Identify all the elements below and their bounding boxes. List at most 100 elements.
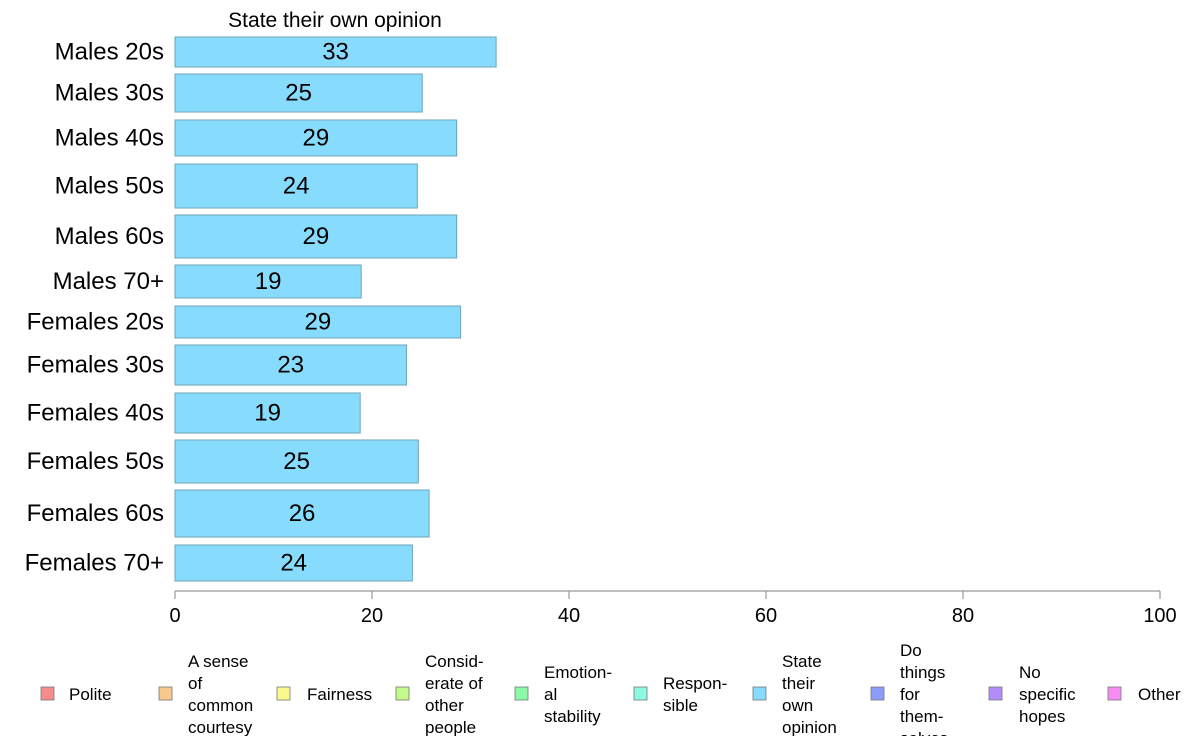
legend-label-line: courtesy xyxy=(188,718,253,736)
data-label: 33 xyxy=(322,39,349,66)
x-tick-label: 100 xyxy=(1143,605,1176,627)
legend-item: State their own opinion xyxy=(752,652,837,736)
bar xyxy=(174,264,362,299)
legend-item: Emotion-al stability xyxy=(514,663,612,726)
legend-label-line: Emotion- xyxy=(544,663,612,682)
legend-label: Other xyxy=(1138,685,1181,704)
data-label: 29 xyxy=(303,125,330,152)
category-label: Females 50s xyxy=(27,448,164,475)
legend-label-line: State xyxy=(782,652,822,671)
legend-label-line: sible xyxy=(663,696,698,715)
legend-swatch xyxy=(752,686,767,701)
legend-label-line: other xyxy=(425,696,464,715)
legend-label-line: specific xyxy=(1019,685,1076,704)
bar xyxy=(174,489,430,538)
legend-label-line: selves xyxy=(900,729,948,736)
bar xyxy=(174,73,423,113)
bar xyxy=(174,305,462,339)
bar xyxy=(174,344,407,386)
legend-label-line: Fairness xyxy=(307,685,372,704)
legend-label-line: Polite xyxy=(69,685,112,704)
category-label: Males 60s xyxy=(55,223,164,250)
data-label: 24 xyxy=(283,173,310,200)
x-axis: 0 20 40 60 80 100 xyxy=(169,590,1177,627)
bar xyxy=(174,392,361,434)
data-label: 24 xyxy=(280,550,307,577)
legend-label: A sense of common courtesy xyxy=(188,652,253,736)
legend-item: A sense of common courtesy xyxy=(158,652,253,736)
legend-item: No specific hopes xyxy=(988,663,1076,726)
category-label: Females 30s xyxy=(27,352,164,379)
legend-label-line: hopes xyxy=(1019,707,1065,726)
legend-label-line: people xyxy=(425,718,476,736)
legend-label-line: erate of xyxy=(425,674,483,693)
category-label: Males 70+ xyxy=(53,268,164,295)
legend-label-line: al xyxy=(544,685,557,704)
category-label: Males 30s xyxy=(55,80,164,107)
category-label: Males 50s xyxy=(55,173,164,200)
legend-item: Consid-erate of other people xyxy=(395,652,484,736)
bar xyxy=(174,36,497,68)
x-tick-label: 20 xyxy=(361,605,383,627)
category-label: Females 60s xyxy=(27,500,164,527)
legend-item: Other xyxy=(1107,685,1181,704)
legend-label-line: them- xyxy=(900,707,943,726)
legend-swatch xyxy=(158,686,173,701)
legend-swatch xyxy=(870,686,885,701)
legend-label-line: Do xyxy=(900,641,922,660)
x-tick-label: 40 xyxy=(558,605,580,627)
bar xyxy=(174,439,419,484)
legend-label-line: their xyxy=(782,674,815,693)
category-label: Females 70+ xyxy=(25,550,164,577)
bar xyxy=(174,119,458,157)
category-label: Males 40s xyxy=(55,125,164,152)
legend-label-line: of xyxy=(188,674,202,693)
x-tick-label: 80 xyxy=(952,605,974,627)
legend-label: No specific hopes xyxy=(1019,663,1076,726)
legend-label: Polite xyxy=(69,685,112,704)
legend-label-line: opinion xyxy=(782,718,837,736)
legend-item: Do things for them-selves xyxy=(870,641,948,736)
legend-item: Respon-sible xyxy=(633,674,727,715)
bar xyxy=(174,544,413,582)
data-label: 19 xyxy=(254,400,281,427)
legend-label-line: Consid- xyxy=(425,652,484,671)
category-label: Males 20s xyxy=(55,39,164,66)
legend-label: Fairness xyxy=(307,685,372,704)
legend-label-line: things xyxy=(900,663,945,682)
legend-label: Emotion-al stability xyxy=(544,663,612,726)
legend-label-line: Other xyxy=(1138,685,1181,704)
legend-swatch xyxy=(395,686,410,701)
category-label: Females 20s xyxy=(27,309,164,336)
legend-item: Polite xyxy=(40,685,112,704)
data-label: 29 xyxy=(303,223,330,250)
data-label: 26 xyxy=(289,500,316,527)
legend-label-line: common xyxy=(188,696,253,715)
legend-swatch xyxy=(276,686,291,701)
bar xyxy=(174,214,458,259)
category-label: Females 40s xyxy=(27,400,164,427)
legend-label: Consid-erate of other people xyxy=(425,652,484,736)
legend-swatch xyxy=(40,686,55,701)
legend-label-line: No xyxy=(1019,663,1041,682)
bar xyxy=(174,163,418,209)
legend-swatch xyxy=(514,686,529,701)
legend-label: State their own opinion xyxy=(782,652,837,736)
data-label: 29 xyxy=(304,309,331,336)
x-tick-label: 0 xyxy=(169,605,180,627)
legend-label: Respon-sible xyxy=(663,674,727,715)
data-label: 25 xyxy=(283,448,310,475)
legend: Polite A sense of common courtesy Fairness Con… xyxy=(40,641,1181,736)
data-label: 23 xyxy=(277,352,304,379)
data-label: 19 xyxy=(255,268,282,295)
legend-swatch xyxy=(1107,686,1122,701)
bars-group: Males 20s 33 Males 30s 25 Males 40s 29 Males 5… xyxy=(25,36,497,582)
legend-swatch xyxy=(633,686,648,701)
legend-item: Fairness xyxy=(276,685,372,704)
legend-label-line: Respon- xyxy=(663,674,727,693)
series-title: State their own opinion xyxy=(228,9,442,32)
legend-label-line: own xyxy=(782,696,813,715)
legend-label: Do things for them-selves xyxy=(900,641,948,736)
legend-swatch xyxy=(988,686,1003,701)
